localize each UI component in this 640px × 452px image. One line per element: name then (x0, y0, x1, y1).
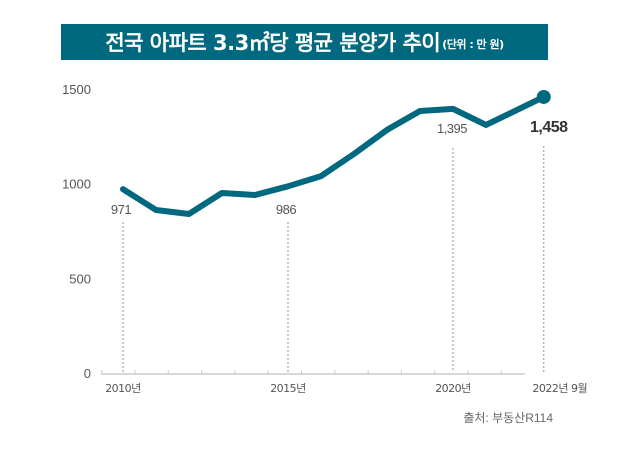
x-tick-label: 2020년 (435, 382, 471, 395)
unit-note: (단위 : 만 원) (442, 38, 504, 51)
data-label: 1,458 (530, 119, 568, 136)
y-tick-label: 0 (84, 366, 91, 381)
y-tick-label: 1000 (62, 177, 91, 192)
source-note: 출처: 부동산R114 (463, 411, 553, 425)
chart-title: 전국 아파트 3.3㎡당 평균 분양가 추이 (105, 31, 441, 55)
y-tick-label: 1500 (62, 82, 91, 97)
data-label: 971 (111, 202, 131, 217)
y-tick-label: 500 (69, 271, 91, 286)
x-tick-label: 2015년 (270, 382, 306, 395)
chart-title-banner: 전국 아파트 3.3㎡당 평균 분양가 추이 (단위 : 만 원) (61, 24, 548, 60)
x-tick-label: 2022년 9월 (532, 382, 587, 395)
series-line (120, 93, 547, 217)
data-label: 1,395 (437, 121, 467, 136)
data-label: 986 (276, 202, 296, 217)
data-point (536, 89, 551, 104)
x-tick-label: 2010년 (105, 382, 141, 395)
